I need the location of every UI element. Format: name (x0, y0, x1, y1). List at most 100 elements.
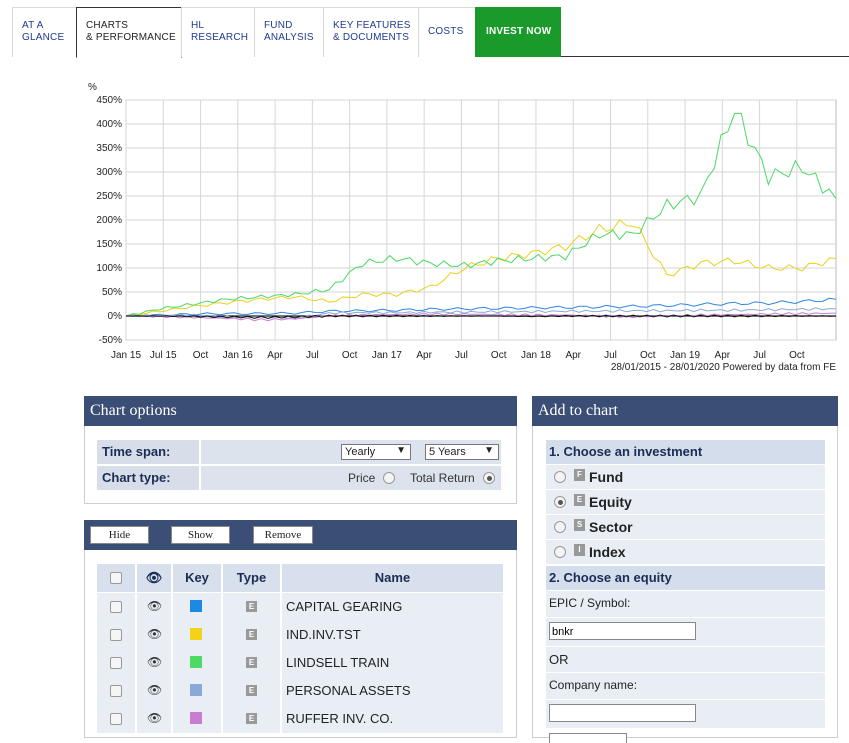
time-span-row: Time span: Yearly ▼ 5 Years ▼ (97, 440, 501, 464)
row-checkbox[interactable] (110, 713, 122, 725)
time-span-years-select[interactable]: 5 Years ▼ (425, 444, 499, 460)
equity-type-icon: E (246, 685, 257, 696)
y-tick-label: 100% (96, 263, 122, 274)
x-tick-label: Oct (640, 350, 656, 361)
x-tick-label: Apr (715, 350, 731, 361)
index-radio[interactable] (554, 546, 566, 558)
chart-options-title: Chart options (90, 402, 177, 419)
eye-icon[interactable]: 👁 (147, 711, 163, 725)
time-span-years-value: 5 Years (429, 446, 466, 458)
row-select-cell (97, 677, 137, 705)
dropdown-arrow-icon: ▼ (484, 445, 494, 456)
choose-equity-heading: 2. Choose an equity (546, 566, 825, 590)
select-all-header (97, 564, 135, 592)
x-tick-label: Jan 19 (670, 350, 700, 361)
x-tick-label: Oct (342, 350, 358, 361)
row-type-cell: E (223, 705, 282, 733)
holding-name: CAPITAL GEARING (286, 599, 403, 614)
equity-type-icon: E (246, 713, 257, 724)
investment-option-index[interactable]: I Index (546, 540, 825, 564)
eye-icon[interactable]: 👁 (147, 599, 163, 613)
hide-button[interactable]: Hide (90, 526, 149, 544)
add-to-chart-header: Add to chart (532, 396, 838, 426)
series-line (125, 314, 837, 319)
fund-radio[interactable] (554, 471, 566, 483)
x-tick-label: Oct (789, 350, 805, 361)
sector-radio[interactable] (554, 521, 566, 533)
choose-investment-heading: 1. Choose an investment (546, 440, 825, 464)
tab-costs[interactable]: COSTS (418, 7, 476, 57)
company-name-input[interactable] (549, 704, 696, 722)
x-tick-label: Apr (267, 350, 283, 361)
row-checkbox[interactable] (110, 601, 122, 613)
investment-option-sector[interactable]: S Sector (546, 515, 825, 539)
x-tick-label: Jan 16 (223, 350, 253, 361)
y-tick-label: 350% (96, 143, 122, 154)
eye-icon: 👁 (145, 570, 163, 585)
row-type-cell: E (223, 649, 282, 677)
performance-chart: 450% 400% 350% 300% 250% 200% 150% 100% 50% 0% -50… (84, 80, 849, 380)
search-button[interactable] (549, 733, 627, 743)
x-tick-label: Apr (565, 350, 581, 361)
select-all-checkbox[interactable] (110, 572, 122, 584)
company-input-row (546, 700, 825, 728)
remove-button[interactable]: Remove (253, 526, 313, 544)
epic-symbol-input[interactable] (549, 622, 696, 640)
row-checkbox[interactable] (110, 629, 122, 641)
tab-key-features-documents[interactable]: KEY FEATURES & DOCUMENTS (323, 7, 419, 57)
equity-radio[interactable] (554, 496, 566, 508)
tab-hl-research[interactable]: HL RESEARCH (181, 7, 255, 57)
equity-label: Equity (589, 494, 632, 510)
eye-icon[interactable]: 👁 (147, 655, 163, 669)
key-header: Key (173, 564, 221, 592)
series-line (125, 297, 837, 317)
x-tick-label: Jul (753, 350, 766, 361)
holdings-toolbar: Hide Show Remove (84, 520, 517, 550)
tab-fund-analysis[interactable]: FUND ANALYSIS (254, 7, 324, 57)
row-checkbox[interactable] (110, 685, 122, 697)
investment-option-fund[interactable]: F Fund (546, 465, 825, 489)
equity-type-icon: E (246, 657, 257, 668)
holding-name: IND.INV.TST (286, 627, 361, 642)
series-color-key (190, 656, 202, 668)
price-radio[interactable] (383, 472, 395, 484)
holding-name: LINDSELL TRAIN (286, 655, 390, 670)
chart-footer: 28/01/2015 - 28/01/2020 Powered by data … (611, 362, 836, 373)
row-type-cell: E (223, 677, 282, 705)
series-line (125, 112, 837, 317)
add-to-chart-title: Add to chart (538, 402, 618, 419)
y-tick-label: 450% (96, 95, 122, 106)
row-type-cell: E (223, 621, 282, 649)
show-button[interactable]: Show (171, 526, 230, 544)
tab-at-a-glance[interactable]: AT A GLANCE (12, 7, 77, 57)
x-tick-label: Jul 15 (150, 350, 177, 361)
holding-name: PERSONAL ASSETS (286, 683, 411, 698)
row-select-cell (97, 593, 137, 621)
tab-invest-now[interactable]: INVEST NOW (475, 7, 561, 57)
fund-type-icon: F (574, 469, 585, 481)
eye-icon[interactable]: 👁 (147, 683, 163, 697)
eye-icon[interactable]: 👁 (147, 627, 163, 641)
series-color-key (190, 712, 202, 724)
x-tick-label: Oct (491, 350, 507, 361)
time-span-label: Time span: (97, 440, 201, 464)
row-checkbox[interactable] (110, 657, 122, 669)
table-row: 👁 E LINDSELL TRAIN (97, 649, 503, 677)
y-tick-label: 300% (96, 167, 122, 178)
equity-type-icon: E (574, 494, 585, 506)
x-tick-label: Apr (416, 350, 432, 361)
row-key-cell (173, 649, 223, 677)
y-tick-label: 250% (96, 191, 122, 202)
investment-option-equity[interactable]: E Equity (546, 490, 825, 514)
tab-charts-performance[interactable]: CHARTS & PERFORMANCE (76, 7, 182, 58)
y-tick-label: 50% (102, 287, 122, 298)
time-span-period-value: Yearly (345, 446, 376, 458)
x-tick-label: Jan 15 (111, 350, 141, 361)
time-span-period-select[interactable]: Yearly ▼ (341, 444, 411, 460)
equity-type-icon: E (246, 629, 257, 640)
y-tick-label: 400% (96, 119, 122, 130)
row-select-cell (97, 649, 137, 677)
series-color-key (190, 600, 202, 612)
row-key-cell (173, 677, 223, 705)
total-return-radio[interactable] (483, 472, 495, 484)
